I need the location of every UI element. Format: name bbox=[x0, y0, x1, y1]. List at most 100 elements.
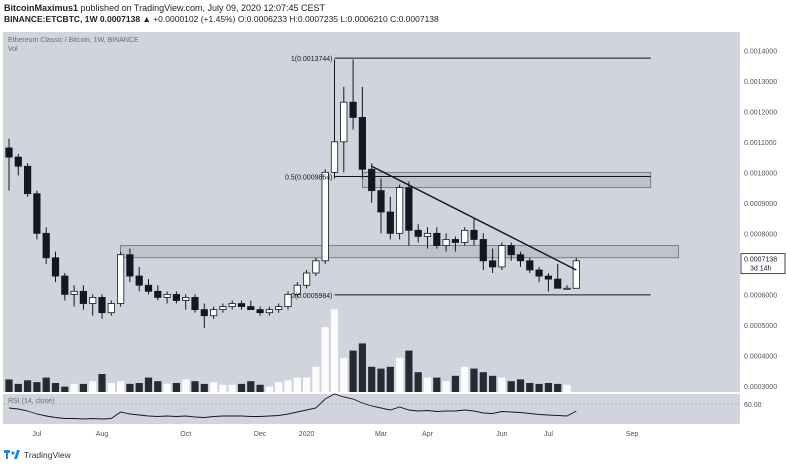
candle bbox=[135, 266, 143, 292]
volume-bar bbox=[303, 377, 311, 392]
time-tick-label: Jul bbox=[32, 431, 41, 438]
volume-bar bbox=[507, 381, 515, 392]
candle-body bbox=[414, 229, 422, 237]
price-tick-label: 0.0010000 bbox=[744, 170, 777, 177]
time-tick-label: Jun bbox=[496, 431, 507, 438]
volume-bar bbox=[433, 377, 441, 392]
candle-body bbox=[442, 239, 450, 246]
candle bbox=[498, 242, 506, 270]
volume-bar bbox=[340, 357, 348, 392]
candle bbox=[544, 273, 553, 292]
symbol-label: BINANCE:ETCBTC, 1W bbox=[4, 14, 98, 24]
candle-body bbox=[144, 284, 153, 292]
volume-bar bbox=[330, 309, 339, 392]
volume-bars bbox=[5, 309, 571, 392]
candle-body bbox=[395, 187, 404, 234]
candle-body bbox=[479, 239, 487, 262]
volume-bar bbox=[423, 377, 432, 392]
volume-bar bbox=[563, 384, 571, 392]
candle-body bbox=[516, 254, 525, 262]
candle bbox=[377, 178, 385, 234]
sr-zone bbox=[361, 171, 652, 188]
candle bbox=[154, 285, 162, 301]
candle-body bbox=[42, 232, 50, 259]
time-axis[interactable]: Jul Aug Oct Dec 2020 Mar Apr Jun Jul Sep bbox=[32, 431, 638, 438]
time-tick-label: 2020 bbox=[299, 431, 315, 438]
candle-body bbox=[498, 245, 506, 268]
candle-body bbox=[321, 171, 329, 262]
time-tick-label: Apr bbox=[422, 431, 434, 438]
candle bbox=[423, 227, 432, 249]
volume-bar bbox=[89, 381, 97, 392]
volume-bar bbox=[275, 382, 283, 392]
candle-body bbox=[423, 232, 432, 237]
candle bbox=[228, 300, 236, 310]
volume-bar bbox=[284, 380, 292, 392]
candle bbox=[163, 291, 171, 304]
author-name[interactable]: BitcoinMaximus1 bbox=[4, 3, 79, 13]
price-tick-label: 0.0012000 bbox=[744, 109, 777, 116]
rsi-pane bbox=[3, 393, 740, 420]
price-tick-label: 0.0009000 bbox=[744, 201, 777, 208]
candle bbox=[23, 163, 32, 197]
volume-label: Vol bbox=[8, 46, 18, 53]
candle bbox=[358, 86, 367, 179]
candle-body bbox=[209, 309, 218, 317]
candle-body bbox=[340, 101, 348, 143]
volume-bar bbox=[14, 383, 22, 392]
candle-body bbox=[51, 257, 60, 277]
rsi-line bbox=[8, 393, 577, 420]
candle-body bbox=[554, 278, 562, 289]
published-text: published on TradingView.com, July 09, 2… bbox=[80, 3, 326, 13]
volume-bar bbox=[358, 343, 366, 392]
volume-bar bbox=[172, 383, 180, 392]
footer-brand[interactable]: TradingView bbox=[24, 450, 71, 460]
rsi-pane-background bbox=[3, 394, 740, 424]
candle bbox=[535, 266, 543, 283]
candle bbox=[321, 169, 329, 264]
candle-body bbox=[461, 229, 469, 243]
current-price-label: 0.0007138 bbox=[744, 257, 777, 264]
candle bbox=[79, 285, 87, 310]
candle bbox=[284, 291, 292, 310]
candle-body bbox=[544, 275, 553, 280]
ohlc-high: H:0.0007235 bbox=[289, 14, 339, 24]
candle-body bbox=[61, 275, 69, 295]
fib-level-label: 0(0.0005984) bbox=[291, 293, 333, 300]
volume-bar bbox=[516, 379, 525, 392]
candle-body bbox=[200, 309, 208, 317]
volume-bar bbox=[489, 375, 497, 392]
candle-body bbox=[5, 147, 13, 158]
candle bbox=[117, 251, 125, 307]
volume-bar bbox=[526, 383, 534, 392]
candle bbox=[14, 154, 22, 176]
chart-background bbox=[3, 32, 740, 392]
last-price: 0.0007138 bbox=[99, 14, 141, 24]
candle bbox=[330, 59, 339, 179]
time-tick-label: Aug bbox=[96, 431, 109, 438]
price-axis[interactable]: 0.0014000 0.0013000 0.0012000 0.0011000 0.00… bbox=[740, 32, 786, 424]
volume-bar bbox=[442, 381, 450, 392]
volume-bar bbox=[70, 383, 78, 392]
price-chart[interactable]: 1(0.0013744) 0.5(0.0009864) 0(0.0005984) 0… bbox=[0, 28, 786, 446]
rsi-label: RSI (14, close) bbox=[8, 398, 54, 405]
candle bbox=[209, 306, 218, 319]
volume-bar bbox=[219, 384, 227, 392]
volume-bar bbox=[51, 383, 60, 392]
volume-bar bbox=[61, 386, 69, 392]
volume-bar bbox=[144, 377, 153, 392]
volume-bar bbox=[42, 377, 50, 392]
ohlc-line: BINANCE:ETCBTC, 1W 0.0007138 ▲ +0.000010… bbox=[4, 14, 784, 25]
candle bbox=[405, 181, 413, 246]
candle-body bbox=[405, 187, 413, 231]
candle bbox=[414, 224, 422, 243]
candle-body bbox=[572, 260, 580, 289]
candle-body bbox=[247, 306, 255, 311]
candle-body bbox=[293, 284, 301, 295]
candle-body bbox=[470, 229, 478, 240]
volume-bar bbox=[377, 368, 385, 392]
ohlc-close: C:0.0007138 bbox=[390, 14, 439, 24]
volume-bar bbox=[405, 350, 413, 392]
candle bbox=[349, 59, 357, 130]
candle bbox=[70, 285, 78, 307]
